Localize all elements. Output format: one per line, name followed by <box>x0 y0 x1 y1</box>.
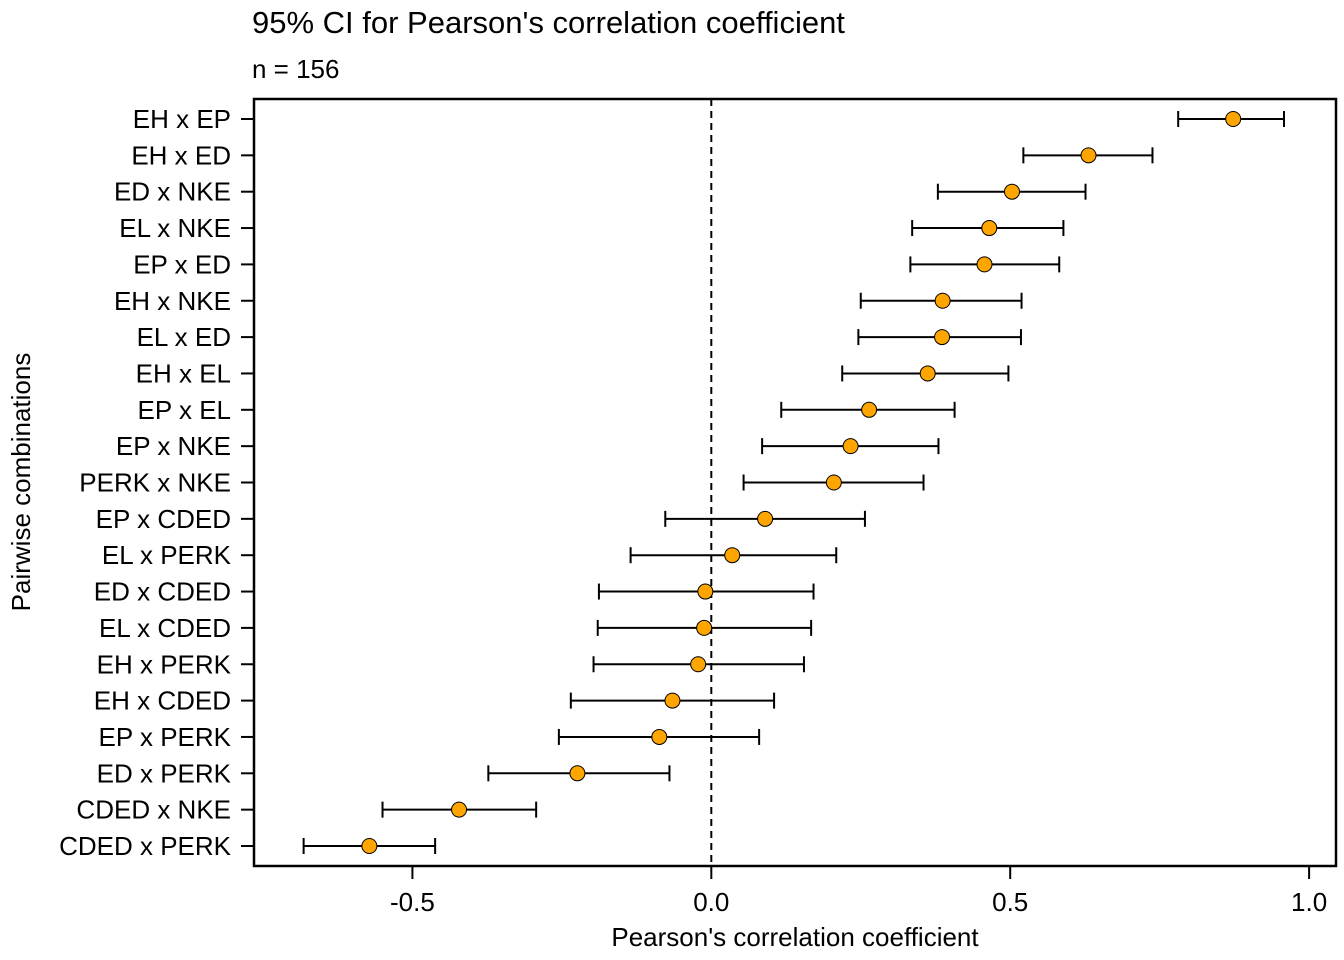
x-axis-label: Pearson's correlation coefficient <box>611 922 979 952</box>
axis-layer: EH x EP EH x ED ED x NKE EL x NKE EP x ED EH … <box>59 104 1327 917</box>
y-tick-label: EP x EL <box>138 395 231 425</box>
estimate-point <box>690 656 707 673</box>
y-tick-label: EP x ED <box>133 249 231 279</box>
estimate-point <box>934 292 951 309</box>
estimate-point <box>361 838 378 854</box>
estimate-point <box>451 801 468 818</box>
y-tick-label: PERK x NKE <box>79 468 231 498</box>
chart-subtitle: n = 156 <box>252 54 339 84</box>
y-axis-label: Pairwise combinations <box>6 353 36 612</box>
estimate-point <box>697 583 714 600</box>
y-tick-label: EP x PERK <box>99 722 232 752</box>
estimate-point <box>861 401 878 418</box>
estimate-point <box>1080 147 1097 164</box>
estimate-point <box>651 728 668 745</box>
estimate-point <box>842 438 859 455</box>
y-tick-label: CDED x NKE <box>76 795 231 825</box>
y-tick-label: EP x NKE <box>116 431 231 461</box>
y-tick-label: ED x NKE <box>114 177 231 207</box>
x-tick-label: 0.5 <box>992 887 1028 917</box>
y-tick-label: EH x ED <box>131 140 231 170</box>
y-tick-label: ED x CDED <box>94 577 231 607</box>
estimate-point <box>1225 111 1242 127</box>
x-tick-label: 0.0 <box>693 887 729 917</box>
y-tick-label: EL x PERK <box>102 540 232 570</box>
estimate-point <box>934 329 951 346</box>
chart-title: 95% CI for Pearson's correlation coeffic… <box>252 5 845 40</box>
y-tick-label: ED x PERK <box>97 758 232 788</box>
x-tick-label: 1.0 <box>1291 887 1327 917</box>
y-tick-label: EH x EL <box>136 358 231 388</box>
y-tick-label: EH x EP <box>133 104 231 134</box>
estimate-point <box>757 510 774 527</box>
estimate-point <box>976 256 993 273</box>
y-tick-label: EL x CDED <box>99 613 231 643</box>
estimate-point <box>1003 183 1020 200</box>
estimate-point <box>981 220 998 237</box>
y-tick-label: EH x PERK <box>97 649 232 679</box>
estimate-point <box>569 765 586 782</box>
point-layer <box>361 111 1242 854</box>
y-tick-label: CDED x PERK <box>59 831 232 861</box>
y-tick-label: EH x NKE <box>114 286 231 316</box>
error-bar-layer <box>302 111 1285 854</box>
estimate-point <box>724 547 741 564</box>
y-tick-label: EH x CDED <box>94 686 231 716</box>
estimate-point <box>919 365 936 382</box>
y-tick-label: EL x NKE <box>119 213 231 243</box>
y-tick-label: EL x ED <box>137 322 231 352</box>
estimate-point <box>825 474 842 491</box>
y-tick-label: EP x CDED <box>96 504 231 534</box>
estimate-point <box>664 692 681 709</box>
x-tick-label: -0.5 <box>390 887 435 917</box>
estimate-point <box>696 619 713 636</box>
